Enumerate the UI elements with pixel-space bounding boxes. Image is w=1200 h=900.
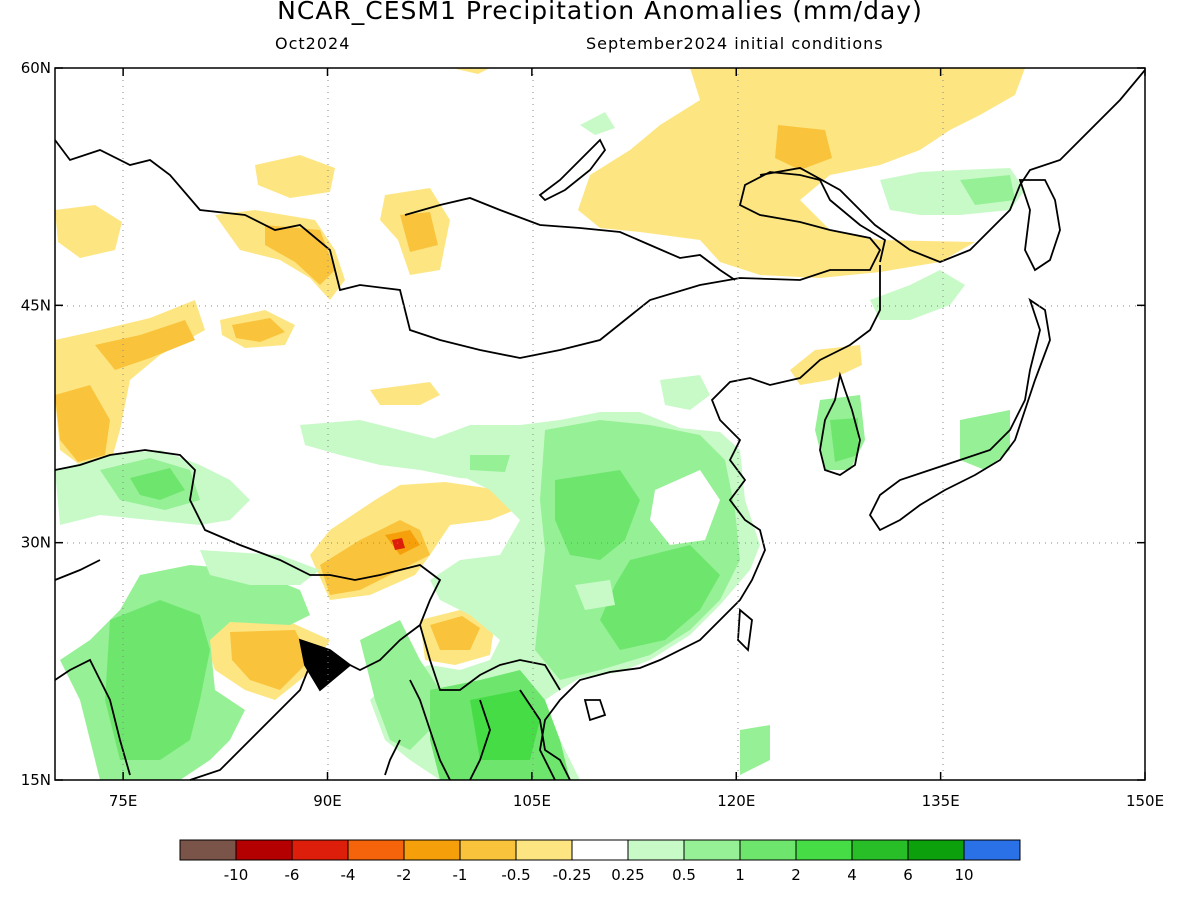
colorbar-swatch [347,839,405,861]
colorbar-swatch [235,839,293,861]
colorbar-swatch [291,839,349,861]
colorbar-swatch [739,839,797,861]
colorbar-label: -6 [285,866,300,884]
colorbar-swatch [515,839,573,861]
lat-tick-label: 15N [21,771,51,789]
dry-anomaly-region [578,68,1025,278]
lon-tick-label: 120E [717,792,755,810]
axis-ticks [55,67,1146,781]
colorbar-label: -0.25 [553,866,592,884]
colorbar-label: 10 [954,866,973,884]
colorbar [179,839,1021,861]
dry-anomaly-core [775,125,832,170]
colorbar-swatch [683,839,741,861]
map-frame [54,67,1146,781]
colorbar-swatch [179,839,237,861]
coastlines-and-borders [54,69,1146,781]
colorbar-label: 6 [903,866,913,884]
lon-tick-label: 150E [1126,792,1164,810]
colorbar-swatch [571,839,629,861]
lat-tick-label: 30N [21,534,51,552]
colorbar-swatch [963,839,1021,861]
colorbar-swatch [795,839,853,861]
valid-month-label: Oct2024 [275,34,351,53]
colorbar-swatch [851,839,909,861]
colorbar-label: 1 [735,866,745,884]
colorbar-label: 0.5 [672,866,696,884]
anomaly-shading [55,68,1025,780]
init-conditions-label: September2024 initial conditions [586,34,884,53]
lon-tick-label: 135E [922,792,960,810]
colorbar-swatch [627,839,685,861]
colorbar-label: -10 [224,866,249,884]
colorbar-label: -4 [341,866,356,884]
lon-tick-label: 105E [513,792,551,810]
colorbar-label: -1 [453,866,468,884]
lat-tick-label: 45N [21,296,51,314]
colorbar-label: 0.25 [611,866,644,884]
colorbar-swatch [403,839,461,861]
map-title: NCAR_CESM1 Precipitation Anomalies (mm/d… [277,0,923,25]
colorbar-label: 4 [847,866,857,884]
colorbar-swatch [459,839,517,861]
colorbar-label: 2 [791,866,801,884]
lat-tick-label: 60N [21,59,51,77]
colorbar-swatch [907,839,965,861]
colorbar-label: -2 [397,866,412,884]
lon-tick-label: 75E [109,792,138,810]
axis-tick-labels: 60N 45N 30N 15N 75E 90E 105E 120E 135E 150E [21,59,1164,810]
colorbar-labels: -10 -6 -4 -2 -1 -0.5 -0.25 0.25 0.5 1 2 4 6 10 [224,866,974,884]
lon-tick-label: 90E [313,792,342,810]
colorbar-label: -0.5 [501,866,530,884]
